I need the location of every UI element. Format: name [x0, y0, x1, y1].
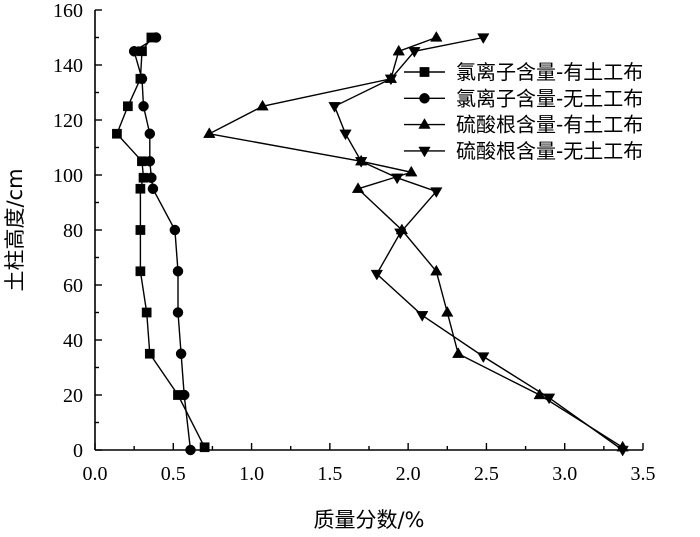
series-4 [328, 33, 629, 457]
data-point [199, 442, 210, 453]
data-point [123, 101, 133, 112]
data-point [351, 182, 365, 193]
x-tick-label: 0.5 [161, 463, 186, 485]
data-point [175, 348, 187, 359]
y-tick-label: 160 [53, 0, 83, 22]
series-line [133, 36, 192, 451]
legend-item: 硫酸根含量-无土工布 [404, 139, 643, 163]
data-point [328, 102, 341, 113]
series-line [333, 36, 624, 451]
legend-item: 氯离子含量-无土工布 [404, 86, 643, 110]
x-axis-title: 质量分数/% [313, 508, 424, 532]
data-point [144, 156, 156, 167]
data-point [616, 445, 629, 457]
data-point [203, 127, 216, 138]
data-point [416, 311, 429, 322]
data-point [178, 389, 190, 401]
x-tick-label: 1.5 [317, 463, 342, 485]
series-line [116, 37, 206, 448]
plot-series-layer [112, 31, 629, 457]
legend-marker [419, 93, 430, 104]
x-tick-label: 2.0 [396, 463, 421, 485]
data-point [136, 73, 148, 84]
data-point [172, 307, 184, 318]
data-point [172, 266, 184, 277]
data-point [477, 33, 490, 44]
data-point [452, 347, 465, 358]
y-axis-title: 土柱高度/cm [3, 168, 27, 291]
y-tick-label: 80 [63, 220, 83, 242]
y-tick-label: 140 [53, 55, 83, 77]
series-1 [112, 32, 210, 453]
data-point [150, 32, 162, 43]
series-2 [128, 32, 196, 456]
data-point [128, 46, 140, 57]
data-point [384, 74, 398, 86]
x-tick-label: 3.5 [631, 463, 656, 485]
y-tick-label: 100 [53, 165, 83, 187]
data-point [355, 157, 368, 168]
data-point [135, 225, 146, 235]
legend-label: 硫酸根含量-无土工布 [456, 139, 643, 163]
data-point [144, 128, 156, 139]
data-point [146, 172, 157, 183]
data-point [477, 352, 490, 363]
data-point [147, 183, 159, 194]
legend-marker [418, 118, 431, 129]
data-point [256, 99, 269, 111]
data-point [392, 44, 405, 56]
data-point [135, 183, 146, 194]
data-point [141, 307, 152, 318]
legend-label: 硫酸根含量-有土工布 [456, 113, 643, 137]
data-point [430, 187, 443, 198]
legend-marker [418, 146, 431, 158]
data-point [370, 269, 383, 281]
ticks-layer: 0.0 0.5 1.0 1.5 2.0 2.5 3.0 3.5 0 20 40 60 80 100 120 1… [53, 0, 656, 485]
data-point [169, 224, 181, 236]
data-point [339, 129, 352, 141]
x-tick-label: 1.0 [239, 463, 264, 485]
series-line [207, 36, 623, 448]
y-tick-label: 20 [63, 385, 83, 407]
x-tick-label: 2.5 [474, 463, 499, 485]
data-point [394, 228, 407, 240]
x-tick-label: 3.0 [552, 463, 577, 485]
data-point [430, 264, 443, 276]
legend-marker [419, 67, 430, 77]
y-tick-label: 120 [53, 110, 83, 132]
legend-item: 硫酸根含量-有土工布 [404, 113, 643, 137]
y-tick-label: 60 [63, 275, 83, 297]
legend-label: 氯离子含量-无土工布 [456, 86, 643, 110]
data-point [441, 306, 454, 317]
data-point [135, 266, 146, 277]
legend-label: 氯离子含量-有土工布 [456, 60, 643, 84]
data-point [391, 173, 404, 185]
data-point [542, 393, 556, 405]
data-point [138, 101, 149, 112]
data-point [405, 165, 418, 177]
x-tick-label: 0.0 [83, 463, 108, 485]
data-point [144, 348, 155, 359]
y-tick-label: 0 [73, 440, 83, 462]
data-point [408, 47, 421, 58]
data-point [430, 31, 443, 42]
y-tick-label: 40 [63, 330, 83, 352]
data-point [112, 128, 122, 139]
legend-item: 氯离子含量-有土工布 [404, 60, 643, 84]
